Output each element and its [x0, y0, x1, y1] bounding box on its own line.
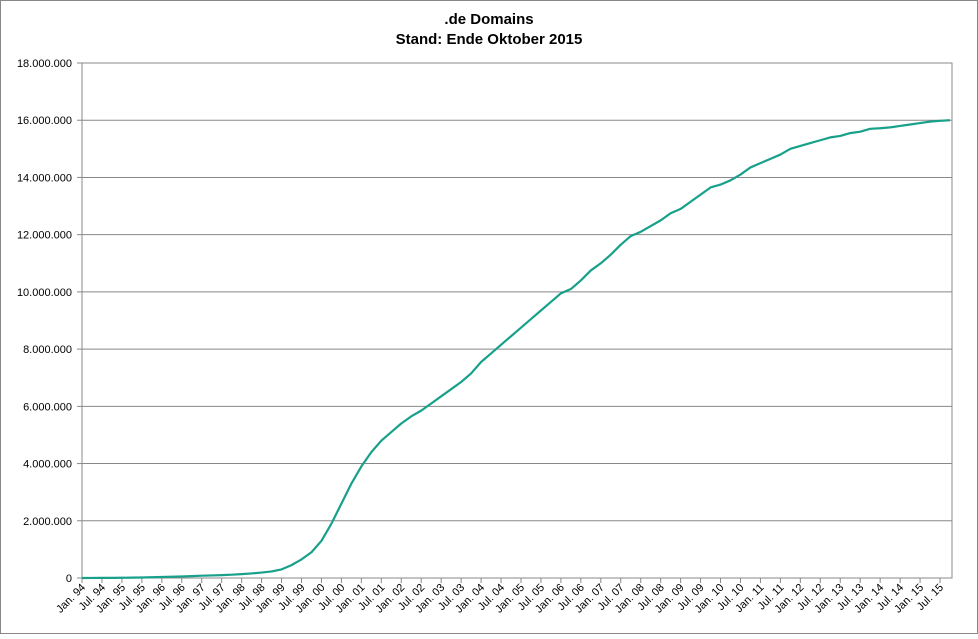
y-tick-label: 8.000.000: [23, 344, 72, 356]
y-tick-label: 2.000.000: [23, 516, 72, 528]
y-tick-label: 12.000.000: [17, 230, 72, 242]
y-tick-label: 14.000.000: [17, 172, 72, 184]
chart-title: .de Domains: [444, 11, 533, 28]
y-tick-label: 0: [66, 573, 72, 585]
y-tick-label: 4.000.000: [23, 459, 72, 471]
y-tick-label: 10.000.000: [17, 287, 72, 299]
y-tick-label: 18.000.000: [17, 58, 72, 70]
y-tick-label: 16.000.000: [17, 115, 72, 127]
chart-subtitle: Stand: Ende Oktober 2015: [396, 31, 583, 48]
y-tick-label: 6.000.000: [23, 401, 72, 413]
line-series: [81, 119, 951, 580]
plot-area: [81, 62, 953, 579]
